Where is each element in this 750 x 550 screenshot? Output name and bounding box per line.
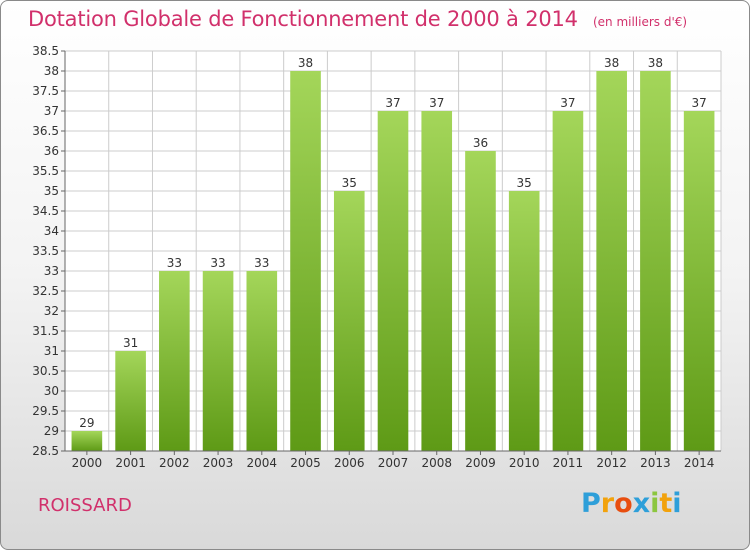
y-tick-label: 31.5 xyxy=(32,324,59,338)
bar xyxy=(71,431,103,451)
x-tick-label: 2009 xyxy=(465,456,496,470)
bar xyxy=(377,111,409,451)
data-label: 31 xyxy=(123,336,138,350)
x-tick-label: 2014 xyxy=(684,456,715,470)
data-label: 37 xyxy=(429,96,444,110)
x-tick-label: 2000 xyxy=(72,456,103,470)
y-tick-label: 34.5 xyxy=(32,204,59,218)
data-label: 29 xyxy=(79,416,94,430)
y-tick-label: 28.5 xyxy=(32,444,59,458)
chart-title: Dotation Globale de Fonctionnement de 20… xyxy=(28,7,578,31)
y-tick-label: 34 xyxy=(44,224,59,238)
y-tick-label: 32.5 xyxy=(32,284,59,298)
bar xyxy=(115,351,146,451)
y-tick-label: 33 xyxy=(44,264,59,278)
proxiti-logo: Proxiti xyxy=(581,488,682,519)
data-label: 33 xyxy=(167,256,182,270)
y-tick-label: 29 xyxy=(44,424,59,438)
data-label: 38 xyxy=(298,56,313,70)
data-label: 37 xyxy=(691,96,706,110)
bar xyxy=(246,271,278,451)
y-tick-label: 36.5 xyxy=(32,124,59,138)
y-tick-label: 33.5 xyxy=(32,244,59,258)
y-tick-label: 37 xyxy=(44,104,59,118)
data-label: 35 xyxy=(342,176,357,190)
x-tick-label: 2010 xyxy=(509,456,540,470)
bar xyxy=(465,151,496,451)
bar xyxy=(202,271,234,451)
y-tick-label: 35.5 xyxy=(32,164,59,178)
logo-letter: i xyxy=(650,488,660,519)
y-tick-label: 32 xyxy=(44,304,59,318)
data-label: 33 xyxy=(210,256,225,270)
data-label: 38 xyxy=(604,56,619,70)
y-tick-label: 38 xyxy=(44,64,59,78)
bar xyxy=(508,191,540,451)
logo-letter: P xyxy=(581,488,601,519)
data-label: 37 xyxy=(560,96,575,110)
logo-letter: r xyxy=(600,488,615,519)
y-tick-label: 37.5 xyxy=(32,84,59,98)
x-tick-label: 2011 xyxy=(553,456,584,470)
y-tick-label: 36 xyxy=(44,144,59,158)
y-tick-label: 30 xyxy=(44,384,59,398)
y-tick-label: 31 xyxy=(44,344,59,358)
y-tick-label: 30.5 xyxy=(32,364,59,378)
x-tick-label: 2012 xyxy=(596,456,627,470)
bar xyxy=(290,71,321,451)
x-tick-label: 2004 xyxy=(247,456,278,470)
bar xyxy=(683,111,715,451)
data-label: 35 xyxy=(517,176,532,190)
logo-letter: t xyxy=(659,488,673,519)
x-tick-label: 2001 xyxy=(115,456,146,470)
chart-unit: (en milliers d'€) xyxy=(592,15,688,29)
bar xyxy=(333,191,365,451)
y-tick-label: 35 xyxy=(44,184,59,198)
x-tick-label: 2007 xyxy=(378,456,409,470)
x-tick-label: 2005 xyxy=(290,456,321,470)
y-tick-label: 29.5 xyxy=(32,404,59,418)
bar xyxy=(596,71,627,451)
logo-letter: o xyxy=(614,488,633,519)
x-tick-label: 2003 xyxy=(203,456,234,470)
x-tick-label: 2008 xyxy=(421,456,452,470)
x-tick-label: 2006 xyxy=(334,456,365,470)
logo-letter: x xyxy=(632,488,651,519)
chart-title-block: Dotation Globale de Fonctionnement de 20… xyxy=(28,7,687,31)
bar xyxy=(159,271,190,451)
bar xyxy=(421,111,453,451)
data-label: 38 xyxy=(648,56,663,70)
data-label: 37 xyxy=(385,96,400,110)
data-label: 33 xyxy=(254,256,269,270)
data-label: 36 xyxy=(473,136,488,150)
bar xyxy=(640,71,671,451)
commune-name: ROISSARD xyxy=(38,495,132,516)
x-tick-label: 2002 xyxy=(159,456,190,470)
bar xyxy=(552,111,584,451)
x-tick-label: 2013 xyxy=(640,456,671,470)
y-tick-label: 38.5 xyxy=(32,44,59,58)
logo-letter: i xyxy=(672,488,682,519)
